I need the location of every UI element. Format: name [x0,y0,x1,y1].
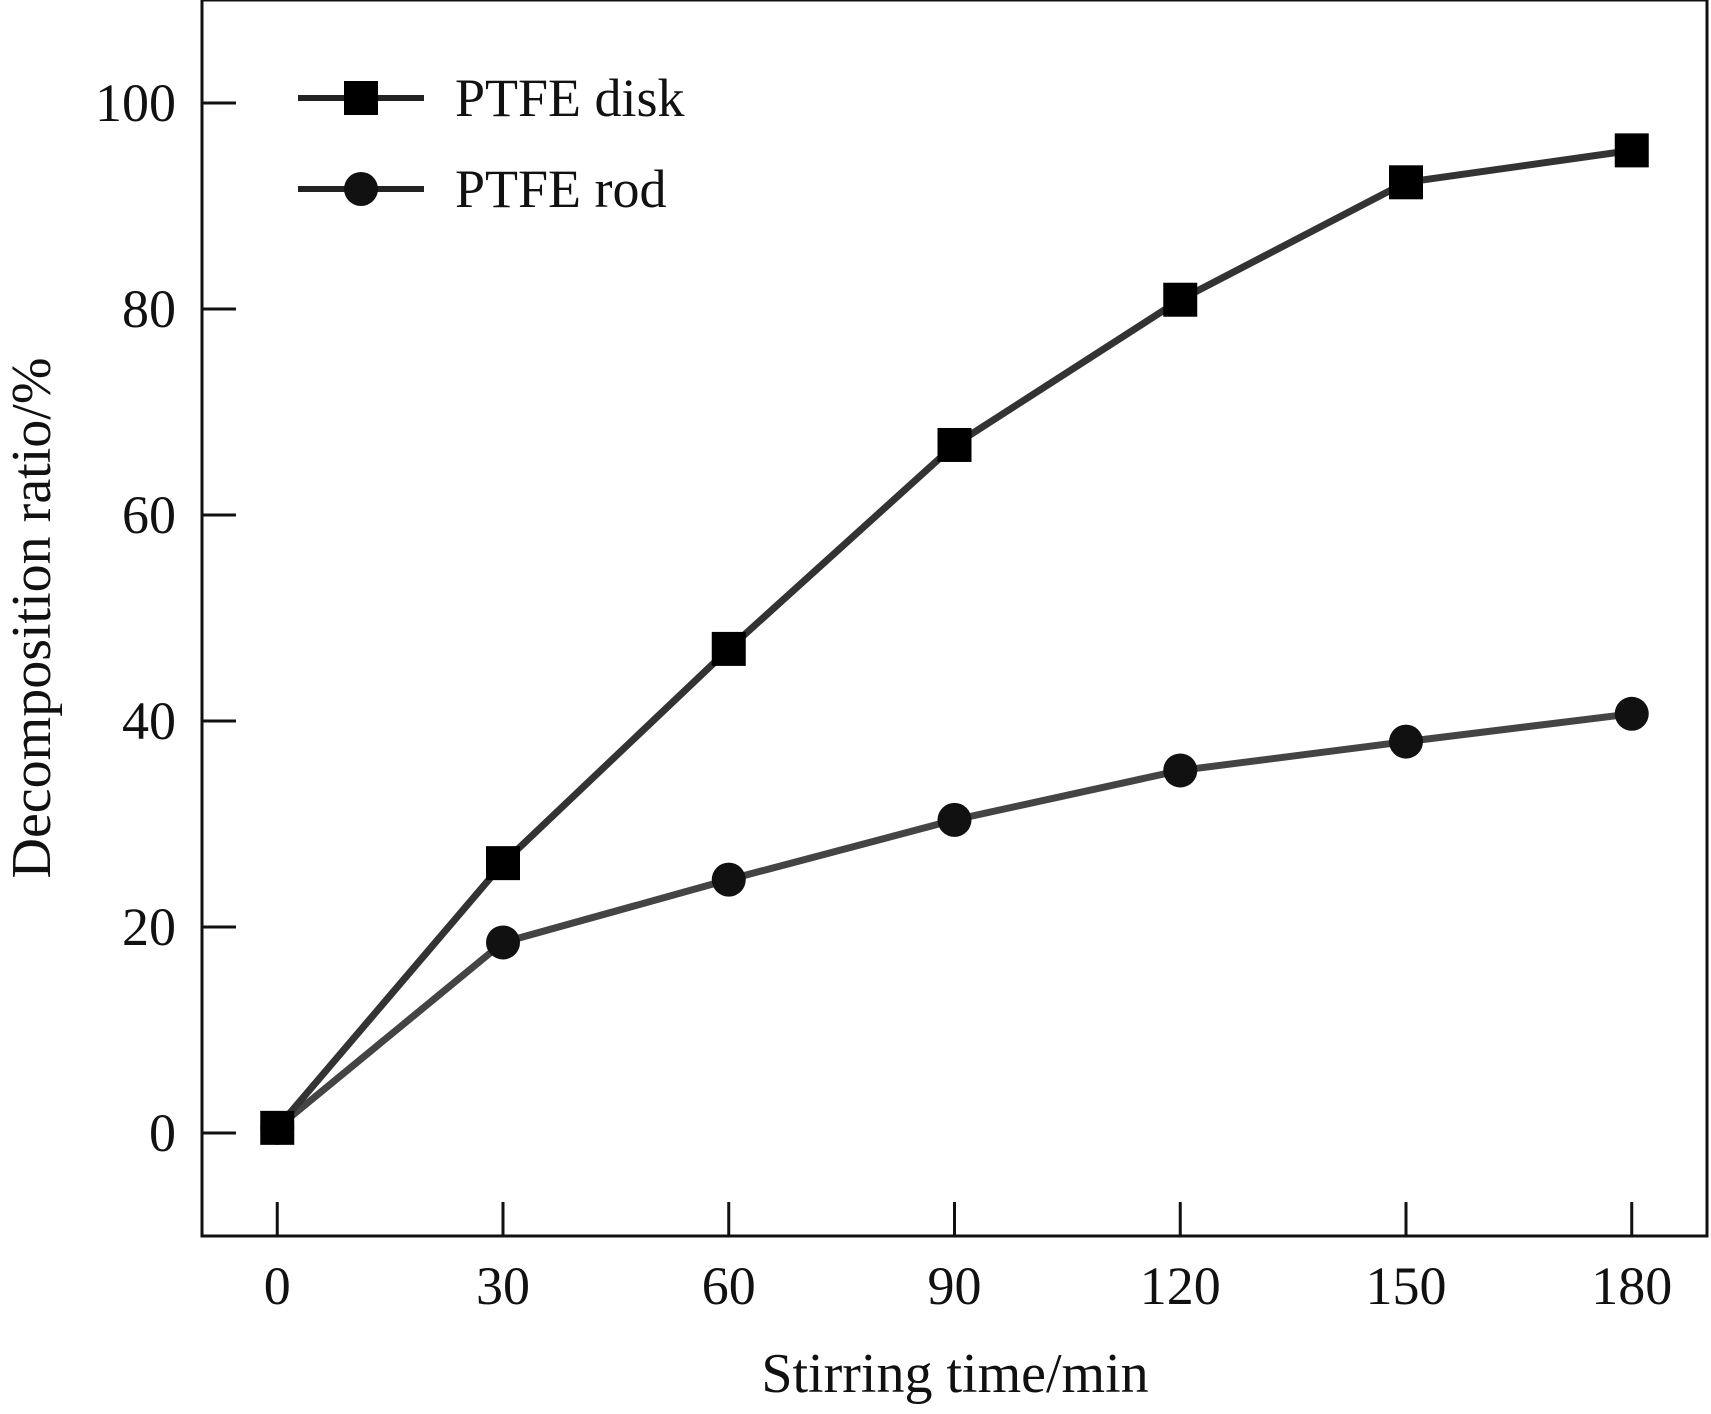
ptfe-disk-point [937,427,972,462]
x-tick-label: 150 [1366,1256,1447,1316]
ptfe-rod-point [937,802,972,837]
ptfe-rod-legend-label: PTFE rod [455,159,667,219]
x-tick-label: 90 [928,1256,982,1316]
ptfe-disk-point [1614,133,1649,168]
ptfe-disk-legend-marker [344,81,378,115]
y-tick-label: 0 [149,1103,176,1163]
ptfe-rod-point [1614,696,1649,731]
legend: PTFE disk PTFE rod [298,68,685,219]
y-tick-label: 100 [95,73,176,133]
ptfe-disk-point [486,846,520,881]
ptfe-rod-point [711,862,746,897]
ptfe-rod-point [1163,753,1198,788]
y-tick-label: 80 [122,279,176,339]
x-axis-ticks: 0 30 60 90 120 150 180 [264,1202,1672,1316]
ptfe-disk-point [260,1110,295,1145]
ptfe-disk-legend-label: PTFE disk [455,68,685,128]
series-layer [260,133,1649,1145]
ptfe-rod-point [1389,724,1423,759]
ptfe-rod-line [275,710,1633,1131]
ptfe-rod-point [486,925,520,960]
x-tick-label: 180 [1591,1256,1672,1316]
ptfe-disk-line [274,146,1633,1131]
y-tick-label: 20 [122,897,176,957]
ptfe-disk-point [1163,282,1198,317]
y-tick-label: 60 [122,485,176,545]
plot-frame [200,0,1709,1238]
x-tick-label: 60 [702,1256,756,1316]
x-tick-label: 0 [264,1256,291,1316]
x-tick-label: 30 [476,1256,530,1316]
y-tick-label: 40 [122,691,176,751]
x-axis-label: Stirring time/min [761,1343,1148,1405]
y-axis-label: Decomposition ratio/% [1,357,63,878]
ptfe-disk-point [711,631,746,666]
x-tick-label: 120 [1140,1256,1221,1316]
ptfe-rod-legend-marker [344,172,378,206]
ptfe-disk-point [1389,165,1423,200]
y-axis-ticks: 0 20 40 60 80 100 [95,73,236,1163]
